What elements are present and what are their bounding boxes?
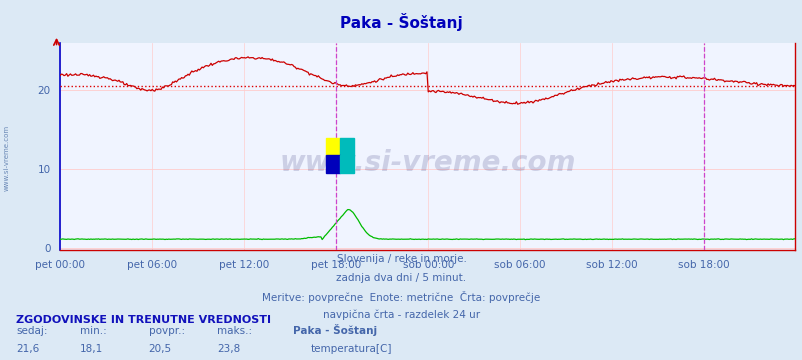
Text: Slovenija / reke in morje.: Slovenija / reke in morje. bbox=[336, 254, 466, 264]
Bar bbox=[326, 156, 339, 173]
Text: povpr.:: povpr.: bbox=[148, 326, 184, 336]
Text: 21,6: 21,6 bbox=[16, 345, 39, 355]
Text: zadnja dva dni / 5 minut.: zadnja dva dni / 5 minut. bbox=[336, 273, 466, 283]
Bar bbox=[339, 156, 354, 173]
Text: www.si-vreme.com: www.si-vreme.com bbox=[3, 125, 10, 192]
Text: temperatura[C]: temperatura[C] bbox=[310, 345, 391, 355]
Bar bbox=[339, 138, 354, 156]
Text: ZGODOVINSKE IN TRENUTNE VREDNOSTI: ZGODOVINSKE IN TRENUTNE VREDNOSTI bbox=[16, 315, 271, 325]
Text: maks.:: maks.: bbox=[217, 326, 252, 336]
Text: www.si-vreme.com: www.si-vreme.com bbox=[279, 149, 575, 177]
Text: Meritve: povprečne  Enote: metrične  Črta: povprečje: Meritve: povprečne Enote: metrične Črta:… bbox=[262, 291, 540, 303]
Text: 18,1: 18,1 bbox=[80, 345, 103, 355]
Text: min.:: min.: bbox=[80, 326, 107, 336]
Text: navpična črta - razdelek 24 ur: navpična črta - razdelek 24 ur bbox=[322, 310, 480, 320]
Text: sedaj:: sedaj: bbox=[16, 326, 47, 336]
Bar bbox=[326, 138, 339, 156]
Text: 20,5: 20,5 bbox=[148, 345, 172, 355]
Text: 23,8: 23,8 bbox=[217, 345, 240, 355]
Text: Paka - Šoštanj: Paka - Šoštanj bbox=[293, 324, 377, 336]
Text: Paka - Šoštanj: Paka - Šoštanj bbox=[340, 13, 462, 31]
